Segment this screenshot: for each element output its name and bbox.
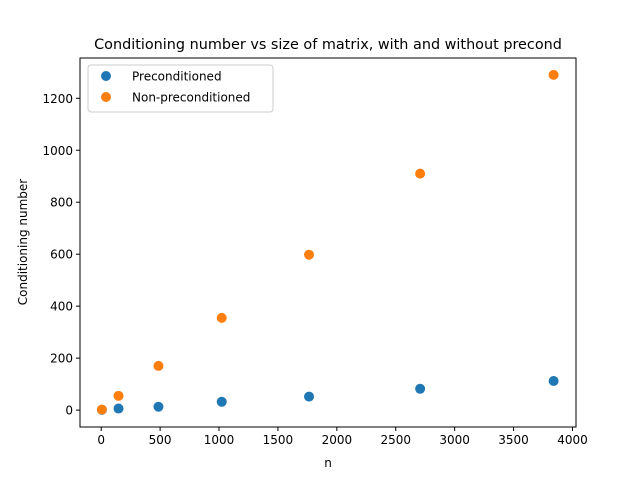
legend-marker-non-preconditioned: [101, 92, 111, 102]
y-axis: 0 200 400 600 800 1000 1200: [42, 92, 80, 418]
x-tick-label: 1000: [204, 433, 235, 447]
point-non-preconditioned: [415, 168, 426, 179]
y-tick-label: 0: [65, 404, 73, 418]
y-tick-label: 600: [50, 248, 73, 262]
point-preconditioned: [304, 391, 315, 402]
x-tick-label: 1500: [263, 433, 294, 447]
x-axis-label: n: [324, 456, 332, 470]
chart-title: Conditioning number vs size of matrix, w…: [94, 37, 562, 53]
data-points: [96, 69, 559, 415]
y-axis-label: Conditioning number: [16, 179, 30, 306]
point-non-preconditioned: [96, 404, 107, 415]
y-tick-label: 800: [50, 196, 73, 210]
point-non-preconditioned: [113, 390, 124, 401]
point-non-preconditioned: [304, 249, 315, 260]
x-tick-label: 3000: [439, 433, 470, 447]
legend-marker-preconditioned: [101, 71, 111, 81]
point-non-preconditioned: [216, 312, 227, 323]
point-preconditioned: [153, 401, 164, 412]
y-tick-label: 1200: [42, 92, 73, 106]
legend-label-non-preconditioned: Non-preconditioned: [132, 91, 250, 105]
x-tick-label: 3500: [498, 433, 529, 447]
point-preconditioned: [216, 396, 227, 407]
point-preconditioned: [113, 403, 124, 414]
x-tick-label: 0: [97, 433, 105, 447]
x-axis: 0 500 1000 1500 2000 2500 3000 3500 4000: [97, 427, 588, 447]
y-tick-label: 400: [50, 300, 73, 314]
legend-frame: [87, 64, 274, 113]
point-preconditioned: [548, 376, 559, 387]
x-tick-label: 500: [149, 433, 172, 447]
plot-area: [79, 57, 577, 428]
point-preconditioned: [415, 383, 426, 394]
x-tick-label: 2000: [322, 433, 353, 447]
x-tick-label: 2500: [380, 433, 411, 447]
x-tick-label: 4000: [557, 433, 588, 447]
y-tick-label: 1000: [42, 144, 73, 158]
legend-label-preconditioned: Preconditioned: [132, 70, 222, 84]
y-tick-label: 200: [50, 352, 73, 366]
legend: Preconditioned Non-preconditioned: [87, 64, 274, 113]
point-non-preconditioned: [153, 360, 164, 371]
point-non-preconditioned: [548, 69, 559, 80]
